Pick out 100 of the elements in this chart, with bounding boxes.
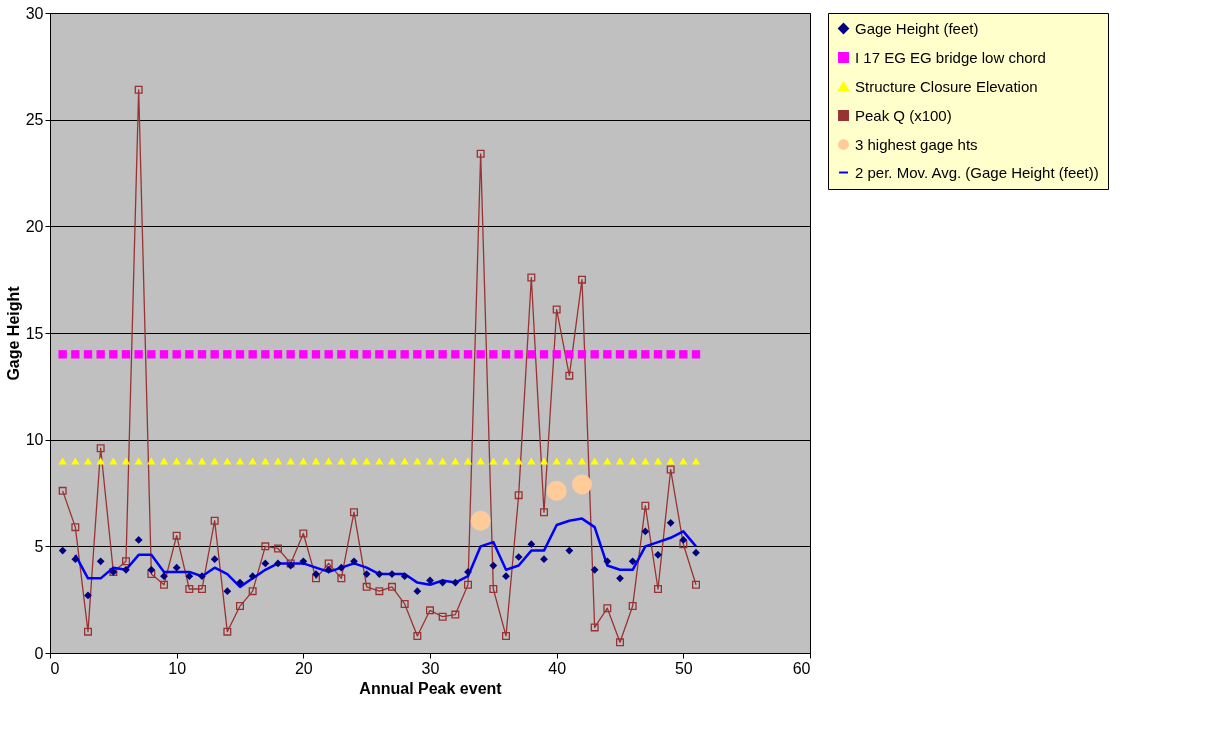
point	[577, 350, 587, 359]
point	[565, 546, 574, 555]
point	[388, 582, 396, 591]
point	[71, 523, 80, 532]
point	[590, 623, 599, 632]
point	[641, 350, 650, 359]
point	[337, 457, 346, 465]
point	[552, 457, 561, 465]
point	[134, 536, 143, 544]
point	[400, 457, 409, 465]
x-tick-label: 20	[294, 659, 313, 677]
point	[654, 585, 662, 593]
point	[350, 508, 358, 517]
point	[666, 350, 675, 359]
point	[324, 350, 333, 359]
x-tick-label: 0	[50, 659, 60, 677]
point	[514, 491, 523, 500]
point	[147, 565, 156, 574]
point	[375, 570, 384, 578]
point	[514, 457, 523, 465]
point	[236, 602, 244, 611]
point	[349, 350, 359, 359]
point	[463, 457, 473, 465]
point	[172, 563, 181, 572]
point	[578, 275, 586, 284]
point	[172, 350, 181, 359]
point	[527, 350, 536, 359]
y-tick-label: 5	[34, 537, 44, 555]
point	[362, 457, 371, 465]
point	[514, 553, 523, 561]
point	[58, 457, 67, 465]
point	[71, 555, 80, 564]
point	[502, 572, 510, 581]
point	[362, 570, 371, 578]
legend-label: 3 highest gage hts	[855, 135, 978, 153]
point	[464, 580, 472, 589]
point	[527, 273, 536, 282]
point	[603, 557, 612, 566]
point	[400, 599, 409, 608]
point	[616, 574, 624, 583]
point	[274, 544, 282, 553]
point	[666, 518, 675, 527]
point	[185, 457, 194, 465]
point	[159, 350, 169, 359]
point	[311, 457, 321, 465]
point	[539, 457, 549, 465]
point	[96, 457, 105, 465]
point	[603, 457, 612, 465]
point	[641, 527, 650, 536]
point	[489, 350, 498, 359]
point	[362, 350, 371, 359]
point	[546, 480, 567, 501]
point	[603, 604, 612, 613]
point	[387, 350, 397, 359]
point	[425, 350, 435, 359]
point	[58, 486, 67, 495]
point	[160, 580, 168, 589]
point	[71, 350, 80, 359]
y-tick-label: 10	[25, 431, 44, 449]
point	[121, 457, 131, 465]
point	[413, 457, 422, 465]
point	[426, 576, 434, 585]
point	[109, 457, 118, 465]
point	[147, 350, 156, 359]
point	[299, 350, 308, 359]
point	[324, 559, 333, 568]
point	[134, 350, 143, 359]
point	[350, 557, 358, 566]
point	[197, 457, 207, 465]
point	[223, 627, 232, 636]
point	[147, 570, 156, 579]
point	[172, 457, 181, 465]
point	[312, 574, 320, 583]
point	[565, 371, 574, 380]
point	[159, 457, 169, 465]
point	[628, 602, 637, 611]
point	[628, 457, 637, 465]
point	[653, 350, 663, 359]
point	[489, 561, 498, 570]
point	[261, 559, 270, 568]
point	[400, 572, 409, 581]
point	[197, 350, 207, 359]
point	[426, 606, 434, 615]
point	[198, 585, 206, 593]
point	[375, 350, 384, 359]
point	[413, 587, 422, 596]
y-tick-label: 20	[25, 217, 44, 235]
point	[565, 350, 574, 359]
legend-label: 2 per. Mov. Avg. (Gage Height (feet))	[855, 163, 1099, 181]
point	[83, 457, 93, 465]
point	[273, 350, 283, 359]
point	[109, 350, 118, 359]
point	[425, 457, 435, 465]
point	[501, 457, 511, 465]
point	[223, 457, 232, 465]
point	[527, 457, 536, 465]
y-tick-label: 25	[25, 111, 44, 129]
x-tick-label: 50	[674, 659, 693, 677]
point	[210, 516, 219, 525]
point	[540, 508, 548, 517]
